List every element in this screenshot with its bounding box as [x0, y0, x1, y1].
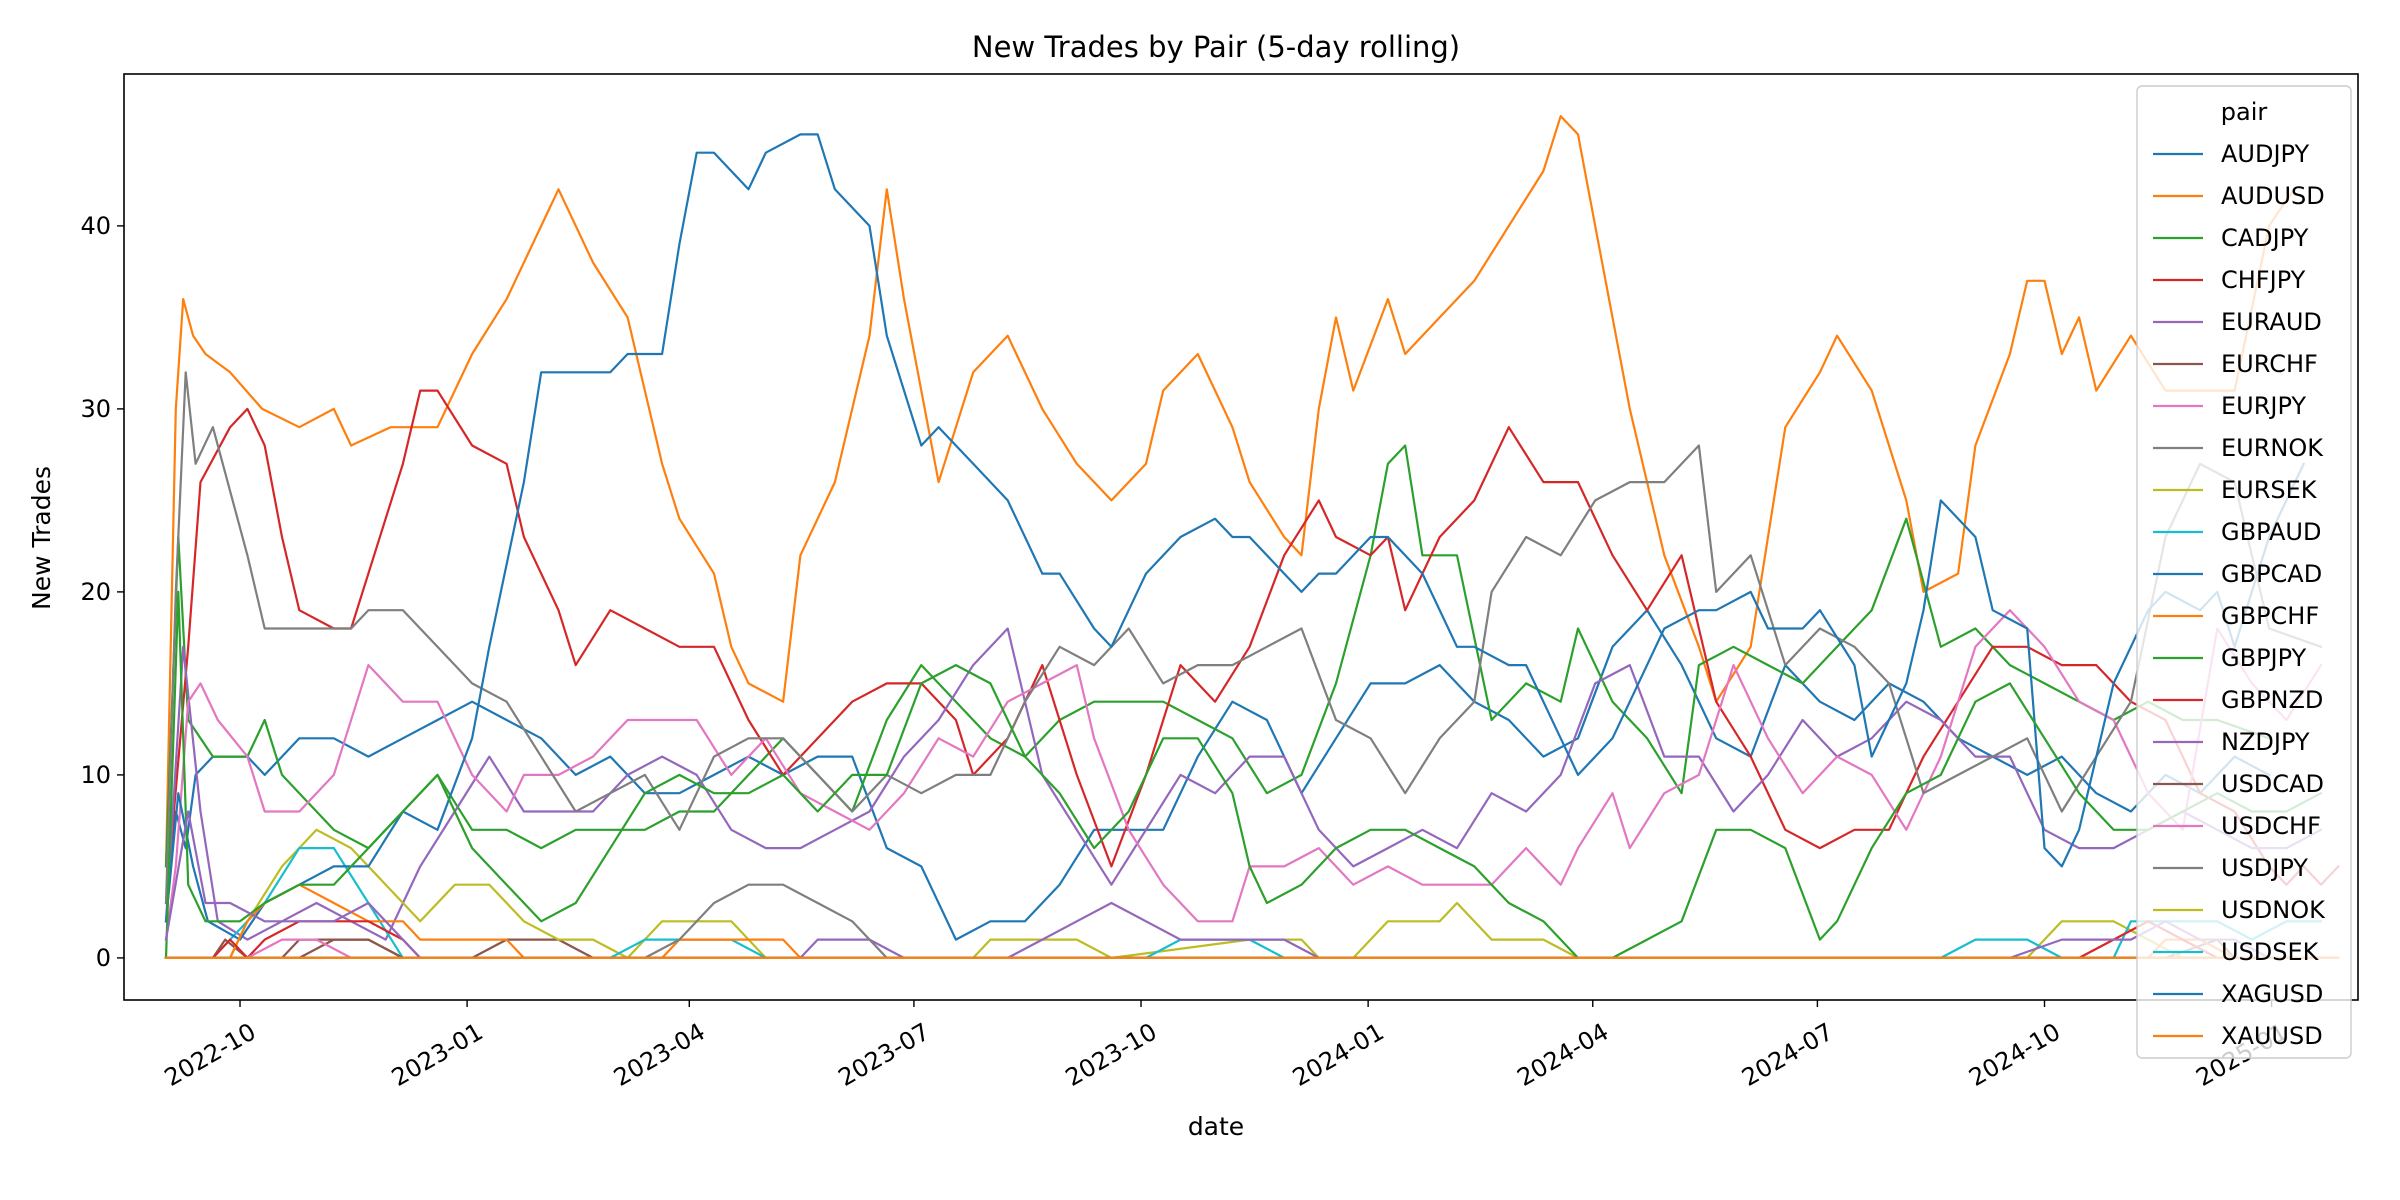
- plot-area: [164, 115, 2340, 960]
- chart-title: New Trades by Pair (5-day rolling): [972, 30, 1460, 64]
- x-axis-label: date: [1188, 1112, 1244, 1141]
- legend-label-xagusd: XAGUSD: [2221, 980, 2323, 1008]
- legend-label-nzdjpy: NZDJPY: [2221, 728, 2310, 756]
- series-line-eursek: [164, 828, 2340, 959]
- series-line-eurnok: [164, 371, 2323, 905]
- legend-label-chfjpy: CHFJPY: [2221, 266, 2306, 294]
- legend: pair AUDJPY AUDUSD CADJPY CHFJPY EURAUD EURCHF…: [2136, 85, 2352, 1059]
- series-line-gbpjpy: [164, 590, 2323, 960]
- legend-label-xauusd: XAUUSD: [2221, 1022, 2323, 1050]
- legend-label-usdchf: USDCHF: [2221, 812, 2321, 840]
- legend-box: [2136, 85, 2352, 1059]
- y-tick-label: 0: [96, 944, 111, 972]
- y-tick-label: 40: [80, 212, 111, 240]
- legend-label-gbpcad: GBPCAD: [2221, 560, 2322, 588]
- legend-title: pair: [2221, 98, 2268, 126]
- y-axis-label: New Trades: [27, 466, 56, 610]
- legend-label-usdsek: USDSEK: [2221, 938, 2320, 966]
- legend-label-gbpnzd: GBPNZD: [2221, 686, 2323, 714]
- series-line-euraud: [164, 627, 2323, 941]
- legend-label-usdjpy: USDJPY: [2221, 854, 2308, 882]
- legend-label-eurchf: EURCHF: [2221, 350, 2318, 378]
- y-tick-label: 20: [80, 578, 111, 606]
- series-line-chfjpy: [164, 389, 2340, 905]
- legend-label-audusd: AUDUSD: [2221, 182, 2325, 210]
- y-tick-label: 30: [80, 395, 111, 423]
- y-tick-label: 10: [80, 761, 111, 789]
- legend-label-audjpy: AUDJPY: [2221, 140, 2309, 168]
- legend-label-eurnok: EURNOK: [2221, 434, 2324, 462]
- legend-label-euraud: EURAUD: [2221, 308, 2322, 336]
- plot-frame: [123, 73, 2359, 1001]
- series-line-nzdjpy: [164, 810, 2340, 959]
- legend-label-gbpchf: GBPCHF: [2221, 602, 2319, 630]
- legend-label-gbpjpy: GBPJPY: [2221, 644, 2307, 672]
- series-line-gbpcad: [164, 133, 2306, 941]
- legend-label-cadjpy: CADJPY: [2221, 224, 2309, 252]
- legend-label-gbpaud: GBPAUD: [2221, 518, 2321, 546]
- legend-label-usdcad: USDCAD: [2221, 770, 2324, 798]
- legend-label-usdnok: USDNOK: [2221, 896, 2326, 924]
- legend-label-eursek: EURSEK: [2221, 476, 2318, 504]
- y-axis: 0 10 20 30 40: [80, 212, 124, 972]
- series-line-audusd: [164, 115, 2296, 868]
- legend-label-eurjpy: EURJPY: [2221, 392, 2306, 420]
